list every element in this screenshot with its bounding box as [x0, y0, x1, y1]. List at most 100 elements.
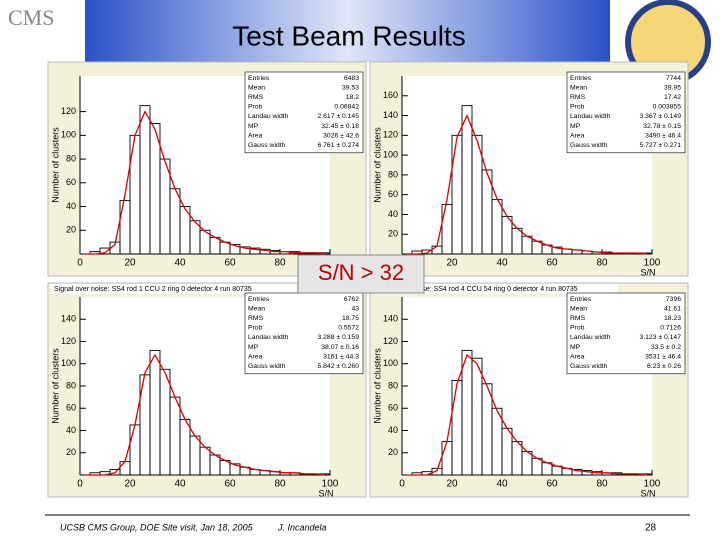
- stat-label: Entries: [570, 296, 592, 303]
- stat-value: 2.617 ± 0.145: [317, 113, 359, 120]
- y-tick-label: 60: [388, 189, 398, 199]
- stat-value: 39.95: [664, 84, 681, 91]
- stat-label: Mean: [570, 305, 587, 312]
- y-axis-label: Number of clusters: [50, 127, 60, 203]
- stat-value: 6483: [344, 75, 359, 82]
- stat-value: 7744: [666, 75, 681, 82]
- stat-label: MP: [248, 344, 259, 351]
- y-tick-label: 120: [383, 130, 398, 140]
- y-tick-label: 140: [383, 314, 398, 324]
- y-tick-label: 20: [388, 447, 398, 457]
- stat-value: 32.78 ± 0.15: [643, 123, 681, 130]
- x-tick-label: 0: [77, 479, 83, 490]
- stat-value: 41.61: [664, 305, 681, 312]
- y-tick-label: 120: [61, 106, 76, 116]
- stat-value: 6.761 ± 0.274: [317, 142, 359, 149]
- fit-curve: [85, 353, 326, 476]
- panels: 0 20 40 60 80 100 20 40 60 80 100 120 S/N Number of c…: [47, 61, 689, 498]
- slide-title: Test Beam Results: [232, 20, 465, 51]
- x-axis-label: S/N: [640, 488, 655, 498]
- y-tick-label: 80: [66, 153, 76, 163]
- stat-value: 39.53: [342, 84, 359, 91]
- x-tick-label: 80: [596, 479, 608, 490]
- stat-value: 43: [351, 305, 359, 312]
- y-tick-label: 40: [66, 425, 76, 435]
- stat-label: Prob: [570, 325, 585, 332]
- stat-value: 33.5 ± 0.2: [651, 344, 681, 351]
- stat-label: MP: [570, 344, 581, 351]
- panel-title: Signal over noise: SS4 rod 1 CCU 2 ring …: [54, 286, 252, 293]
- stat-label: Gauss width: [248, 142, 286, 149]
- stats-box: [566, 71, 686, 154]
- fit-curve: [407, 353, 648, 476]
- stat-label: Entries: [570, 75, 592, 82]
- stat-value: 7396: [666, 296, 681, 303]
- x-axis-label: S/N: [318, 488, 333, 498]
- histogram-panel: Signal over noise: SS4 rod 1 CCU 2 ring …: [47, 282, 367, 498]
- logo: CMS: [8, 5, 54, 30]
- stat-value: 3.123 ± 0.147: [639, 334, 681, 341]
- stat-label: MP: [248, 123, 259, 130]
- y-tick-label: 100: [61, 130, 76, 140]
- stat-value: 32.45 ± 0.18: [321, 123, 359, 130]
- x-tick-label: 20: [124, 479, 136, 490]
- x-tick-label: 0: [77, 258, 83, 269]
- x-tick-label: 40: [496, 479, 508, 490]
- y-tick-label: 40: [388, 425, 398, 435]
- highlight-box: [297, 254, 425, 294]
- x-tick-label: 80: [596, 258, 608, 269]
- stat-value: 6.23 ± 0.26: [647, 363, 681, 370]
- x-tick-label: 0: [399, 479, 405, 490]
- y-tick-label: 100: [61, 358, 76, 368]
- stat-label: Area: [248, 353, 263, 360]
- stat-label: Entries: [248, 75, 270, 82]
- stat-label: Gauss width: [570, 363, 608, 370]
- footer-left: UCSB CMS Group, DOE Site visit, Jan 18, …: [60, 522, 254, 532]
- stat-label: RMS: [248, 94, 264, 101]
- stat-label: Area: [570, 132, 585, 139]
- title-band: [85, 0, 610, 62]
- y-axis-label: Number of clusters: [372, 127, 382, 203]
- panel-title-box: [373, 284, 618, 294]
- stat-value: 3.367 ± 0.149: [639, 113, 681, 120]
- y-tick-label: 100: [383, 358, 398, 368]
- stat-value: 18.2: [346, 94, 359, 101]
- histogram-panel: 02040608010020406080100120140160S/NNumbe…: [369, 61, 689, 277]
- y-tick-label: 120: [61, 336, 76, 346]
- stat-label: Landau width: [248, 334, 289, 341]
- y-tick-label: 100: [383, 149, 398, 159]
- stat-label: Landau width: [570, 334, 611, 341]
- fit-curve: [407, 113, 648, 255]
- stat-value: 6762: [344, 296, 359, 303]
- stat-label: Gauss width: [570, 142, 608, 149]
- stat-label: RMS: [570, 94, 586, 101]
- stat-value: 0.06842: [334, 104, 359, 111]
- stat-value: 18.75: [342, 315, 359, 322]
- x-tick-label: 40: [496, 258, 508, 269]
- y-axis-label: Number of clusters: [50, 348, 60, 424]
- stat-value: 5.727 ± 0.271: [639, 142, 681, 149]
- histogram-panel: Signal over noise: SS4 rod 4 CCU 54 ring…: [369, 282, 689, 498]
- x-tick-label: 60: [224, 479, 236, 490]
- x-tick-label: 20: [124, 258, 136, 269]
- stat-value: 5.842 ± 0.260: [317, 363, 359, 370]
- stat-value: 38.07 ± 0.16: [321, 344, 359, 351]
- stats-box: [244, 71, 364, 154]
- stat-label: Landau width: [248, 113, 289, 120]
- x-tick-label: 100: [644, 258, 661, 269]
- stat-value: 0.003855: [653, 104, 682, 111]
- x-tick-label: 20: [446, 479, 458, 490]
- y-tick-label: 20: [66, 447, 76, 457]
- y-tick-label: 80: [388, 380, 398, 390]
- stat-label: Area: [570, 353, 585, 360]
- x-tick-label: 60: [224, 258, 236, 269]
- y-tick-label: 80: [66, 380, 76, 390]
- x-axis-label: S/N: [640, 267, 655, 277]
- stat-value: 17.42: [664, 94, 681, 101]
- y-tick-label: 140: [61, 314, 76, 324]
- stat-label: RMS: [248, 315, 264, 322]
- x-tick-label: 80: [274, 479, 286, 490]
- stat-label: Area: [248, 132, 263, 139]
- x-tick-label: 100: [322, 479, 339, 490]
